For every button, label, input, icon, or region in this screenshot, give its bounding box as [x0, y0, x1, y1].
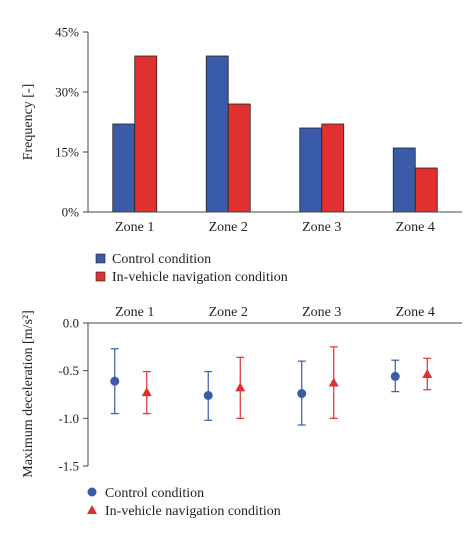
- bar: [299, 127, 323, 213]
- bar-y-tick-label: 15%: [55, 145, 79, 160]
- bar-y-tick-label: 30%: [55, 85, 79, 100]
- error-y-tick-label: -0.5: [58, 363, 79, 378]
- bar: [134, 55, 158, 213]
- point-circle: [203, 390, 213, 400]
- error-legend-label-control: Control condition: [105, 486, 204, 501]
- error-legend: Control condition In-vehicle navigation …: [87, 486, 281, 519]
- error-category-label: Zone 1: [115, 305, 154, 320]
- error-bar-chart: Maximum deceleration [m/s²] 0.0 -0.5 -1.0 -…: [21, 305, 462, 519]
- error-legend-marker-control: [87, 487, 97, 497]
- point-circle: [110, 376, 120, 386]
- point-triangle: [141, 387, 152, 397]
- point-circle: [390, 371, 400, 381]
- bar-legend-swatch-control: [95, 253, 106, 264]
- error-category-label: Zone 2: [209, 305, 248, 320]
- bar: [205, 55, 229, 213]
- error-y-tick-label: 0.0: [63, 316, 79, 331]
- error-category-label: Zone 3: [302, 305, 341, 320]
- point-triangle: [328, 377, 339, 387]
- error-category-label: Zone 4: [396, 305, 435, 320]
- bar-chart: Frequency [-] 0% 15% 30% 45% Zone 1 Zone 2 Zo…: [21, 25, 462, 285]
- point-triangle: [422, 368, 433, 378]
- bar-y-axis-label: Frequency [-]: [21, 84, 36, 161]
- bar-y-tick-label: 45%: [55, 25, 79, 40]
- error-legend-marker-navigation: [87, 505, 97, 514]
- bar: [321, 123, 345, 213]
- point-circle: [297, 389, 307, 399]
- bar: [227, 103, 251, 213]
- bar-category-label: Zone 2: [209, 220, 248, 235]
- bar-legend-label-navigation: In-vehicle navigation condition: [112, 270, 288, 285]
- point-triangle: [235, 382, 246, 392]
- bar: [414, 167, 438, 213]
- bar-category-label: Zone 4: [396, 220, 435, 235]
- error-legend-label-navigation: In-vehicle navigation condition: [105, 504, 281, 519]
- bar-category-label: Zone 3: [302, 220, 341, 235]
- bar-legend-swatch-navigation: [95, 271, 106, 282]
- error-y-tick-label: -1.0: [58, 411, 79, 426]
- bar-category-label: Zone 1: [115, 220, 154, 235]
- error-y-axis-label: Maximum deceleration [m/s²]: [21, 310, 36, 477]
- error-y-tick-label: -1.5: [58, 459, 79, 474]
- bar-legend-label-control: Control condition: [112, 252, 211, 267]
- bar-legend: Control condition In-vehicle navigation …: [95, 252, 288, 285]
- bar-y-tick-label: 0%: [62, 205, 80, 220]
- bar: [392, 147, 416, 213]
- bar: [112, 123, 136, 213]
